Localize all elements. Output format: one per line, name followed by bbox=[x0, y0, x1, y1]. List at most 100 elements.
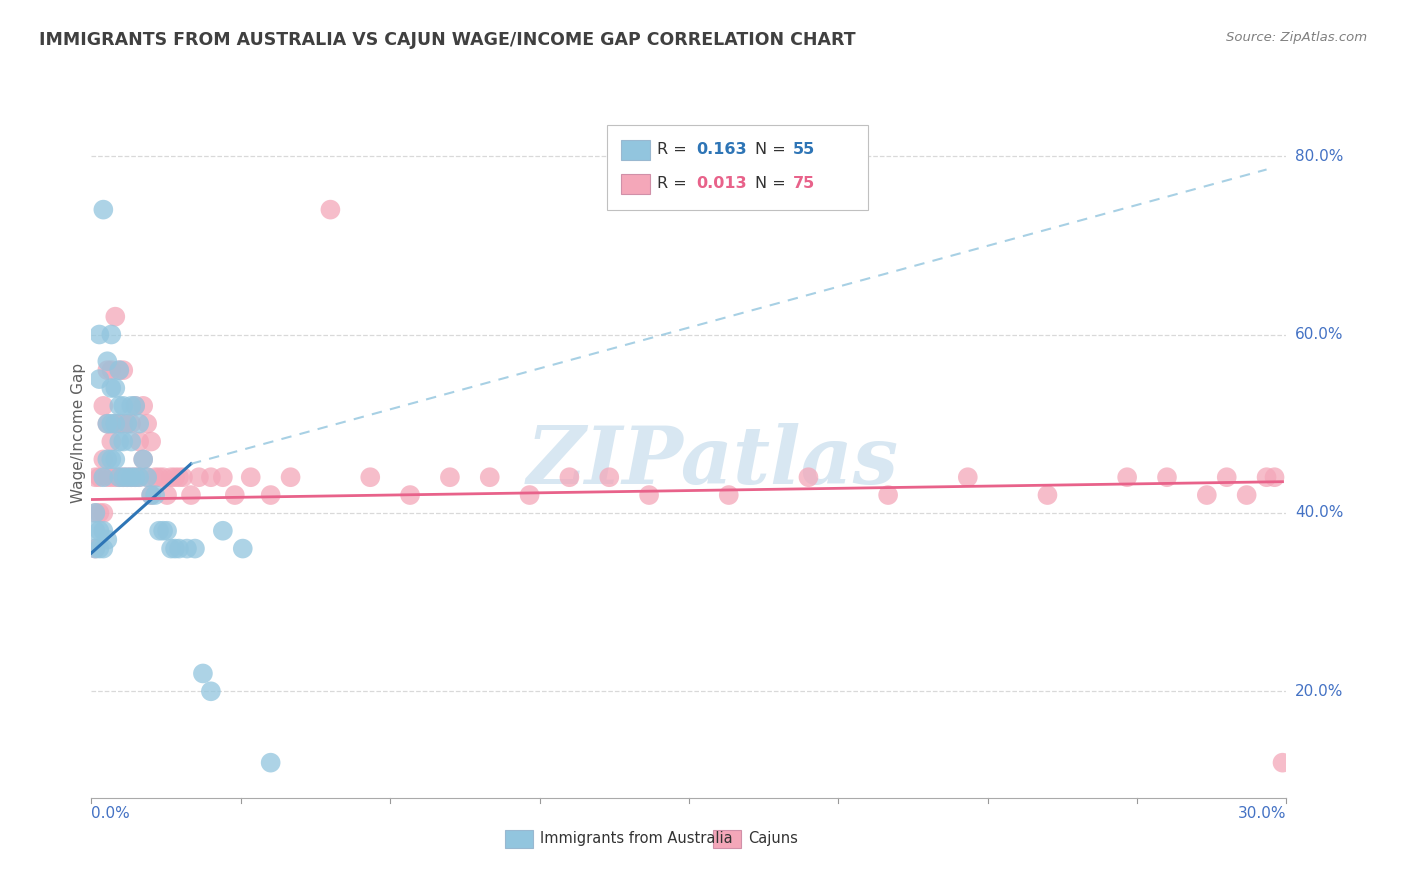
Point bbox=[167, 470, 190, 484]
Point bbox=[84, 506, 107, 520]
Point bbox=[100, 327, 122, 342]
Point bbox=[108, 363, 131, 377]
Point bbox=[100, 381, 122, 395]
Point bbox=[191, 666, 214, 681]
Text: 0.163: 0.163 bbox=[696, 143, 747, 157]
Point bbox=[100, 452, 122, 467]
Point bbox=[160, 541, 183, 556]
Text: R =: R = bbox=[657, 177, 692, 191]
Point bbox=[93, 470, 115, 484]
Point bbox=[132, 452, 155, 467]
Point bbox=[93, 506, 115, 520]
Point bbox=[96, 363, 118, 377]
Point bbox=[717, 488, 740, 502]
Point bbox=[200, 684, 222, 698]
Point bbox=[128, 434, 150, 449]
Point bbox=[104, 381, 127, 395]
Point bbox=[84, 524, 107, 538]
Point bbox=[232, 541, 254, 556]
Point bbox=[143, 470, 166, 484]
Point bbox=[136, 470, 159, 484]
Point bbox=[128, 470, 150, 484]
Point bbox=[558, 470, 581, 484]
Text: 40.0%: 40.0% bbox=[1295, 506, 1343, 520]
Point bbox=[132, 452, 155, 467]
Point bbox=[136, 417, 159, 431]
Text: 55: 55 bbox=[793, 143, 815, 157]
Point bbox=[93, 202, 115, 217]
Point bbox=[156, 524, 179, 538]
Point bbox=[136, 470, 159, 484]
Point bbox=[108, 470, 131, 484]
Point bbox=[104, 470, 127, 484]
Point bbox=[96, 354, 118, 368]
Point bbox=[188, 470, 211, 484]
Point bbox=[96, 470, 118, 484]
Point bbox=[93, 524, 115, 538]
Text: Source: ZipAtlas.com: Source: ZipAtlas.com bbox=[1226, 31, 1367, 45]
Point bbox=[104, 417, 127, 431]
Point bbox=[1236, 488, 1258, 502]
Point bbox=[108, 417, 131, 431]
Point bbox=[163, 470, 186, 484]
Point bbox=[96, 417, 118, 431]
Point bbox=[211, 470, 233, 484]
Point bbox=[115, 417, 138, 431]
Text: N =: N = bbox=[755, 143, 792, 157]
Point bbox=[176, 541, 198, 556]
Point bbox=[259, 756, 281, 770]
Point bbox=[319, 202, 342, 217]
Point bbox=[200, 470, 222, 484]
Point bbox=[1036, 488, 1059, 502]
Point bbox=[96, 533, 118, 547]
Point bbox=[120, 470, 142, 484]
Point bbox=[93, 541, 115, 556]
Point bbox=[128, 417, 150, 431]
Point bbox=[120, 434, 142, 449]
Point bbox=[148, 470, 170, 484]
Text: 0.0%: 0.0% bbox=[91, 806, 131, 821]
Point bbox=[104, 452, 127, 467]
Point bbox=[96, 417, 118, 431]
Point bbox=[141, 488, 162, 502]
Point bbox=[1271, 756, 1294, 770]
Point bbox=[112, 399, 135, 413]
Point bbox=[120, 470, 142, 484]
Point bbox=[104, 417, 127, 431]
Point bbox=[93, 399, 115, 413]
Point bbox=[143, 488, 166, 502]
Point bbox=[598, 470, 620, 484]
Point bbox=[519, 488, 541, 502]
Text: 20.0%: 20.0% bbox=[1295, 684, 1343, 698]
Text: Immigrants from Australia: Immigrants from Australia bbox=[540, 831, 733, 846]
Point bbox=[259, 488, 281, 502]
Point bbox=[93, 452, 115, 467]
Point bbox=[956, 470, 979, 484]
Point bbox=[104, 310, 127, 324]
Point bbox=[877, 488, 900, 502]
Point bbox=[399, 488, 422, 502]
Text: 75: 75 bbox=[793, 177, 815, 191]
Point bbox=[89, 372, 111, 386]
Text: 0.013: 0.013 bbox=[696, 177, 747, 191]
Text: 60.0%: 60.0% bbox=[1295, 327, 1343, 342]
Point bbox=[148, 524, 170, 538]
Point bbox=[115, 470, 138, 484]
Point bbox=[1256, 470, 1278, 484]
Point bbox=[89, 327, 111, 342]
Point bbox=[112, 363, 135, 377]
Point bbox=[96, 452, 118, 467]
Point bbox=[100, 434, 122, 449]
Point bbox=[124, 470, 146, 484]
Point bbox=[280, 470, 302, 484]
Point bbox=[84, 541, 107, 556]
Point bbox=[112, 434, 135, 449]
Point bbox=[1156, 470, 1178, 484]
Text: IMMIGRANTS FROM AUSTRALIA VS CAJUN WAGE/INCOME GAP CORRELATION CHART: IMMIGRANTS FROM AUSTRALIA VS CAJUN WAGE/… bbox=[39, 31, 856, 49]
Point bbox=[638, 488, 661, 502]
Point bbox=[184, 541, 207, 556]
Text: 30.0%: 30.0% bbox=[1239, 806, 1286, 821]
Point bbox=[152, 524, 174, 538]
Point bbox=[84, 470, 107, 484]
Text: N =: N = bbox=[755, 177, 792, 191]
